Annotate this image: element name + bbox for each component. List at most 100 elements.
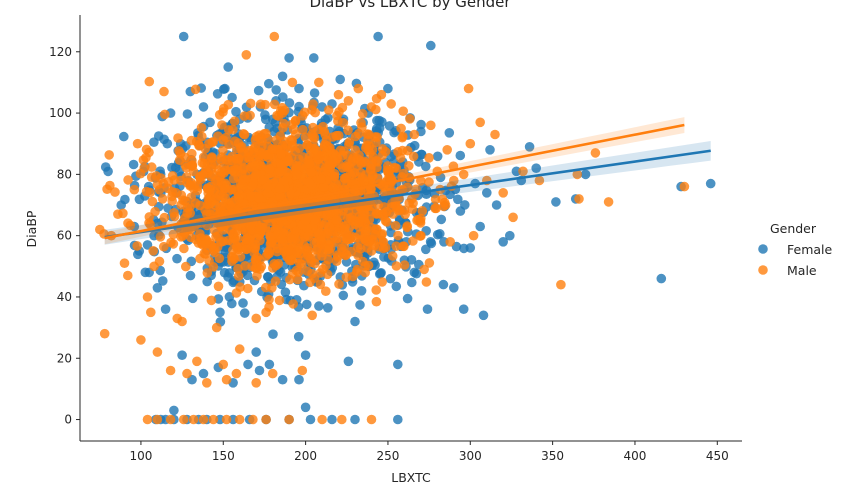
data-point-male (424, 153, 434, 163)
legend-label-male: Male (787, 263, 817, 278)
data-point-male (264, 294, 274, 305)
data-point-female (438, 279, 449, 290)
y-tick-label: 20 (57, 351, 72, 365)
data-point-male (378, 209, 388, 219)
data-point-male (331, 215, 342, 225)
data-point-male (388, 209, 398, 219)
data-point-female (373, 31, 383, 42)
data-point-female (402, 293, 413, 304)
data-point-female (416, 149, 427, 160)
data-point-male (318, 182, 329, 192)
data-point-male (285, 274, 295, 285)
data-point-male (424, 258, 435, 268)
x-tick-label: 100 (129, 449, 152, 463)
data-point-male (156, 173, 166, 183)
data-point-female (498, 237, 509, 247)
data-point-male (463, 83, 474, 94)
data-point-female (264, 78, 274, 89)
data-point-male (251, 378, 261, 388)
data-point-male (165, 414, 176, 425)
data-point-male (307, 105, 317, 115)
data-point-male (366, 414, 377, 425)
data-point-female (284, 53, 294, 63)
data-point-male (149, 261, 159, 272)
data-point-male (142, 414, 153, 425)
data-point-male (391, 163, 402, 173)
data-point-male (376, 89, 387, 100)
series-male (95, 31, 690, 425)
data-point-male (339, 221, 349, 232)
data-point-male (359, 176, 369, 186)
data-point-male (105, 180, 115, 191)
x-axis-title: LBXTC (391, 470, 431, 485)
data-point-male (185, 201, 195, 212)
data-point-male (265, 232, 276, 242)
data-point-male (297, 111, 308, 121)
data-point-female (374, 123, 385, 133)
data-point-male (146, 307, 156, 318)
data-point-male (217, 120, 227, 130)
data-point-female (309, 53, 319, 63)
data-point-male (123, 175, 133, 185)
data-point-male (275, 211, 286, 222)
data-point-male (155, 232, 166, 242)
data-point-male (228, 124, 238, 135)
data-point-male (370, 229, 380, 240)
data-point-male (360, 267, 371, 278)
data-point-male (250, 161, 260, 171)
data-point-male (228, 174, 239, 184)
data-point-female (280, 287, 291, 298)
data-point-female (444, 128, 455, 138)
data-point-male (206, 295, 217, 306)
data-point-female (162, 138, 173, 149)
data-point-male (204, 138, 214, 149)
data-point-male (287, 77, 298, 88)
data-point-male (341, 272, 352, 283)
data-point-male (518, 166, 528, 177)
data-point-male (344, 137, 355, 147)
data-point-female (393, 359, 403, 370)
data-point-male (217, 201, 228, 211)
data-point-male (165, 365, 176, 376)
data-point-male (352, 242, 363, 253)
data-point-male (141, 144, 152, 155)
data-point-female (422, 304, 433, 315)
data-point-male (99, 328, 110, 339)
data-point-male (286, 135, 296, 145)
data-point-male (351, 205, 362, 215)
data-point-female (309, 88, 320, 98)
chart-title: DiaBP vs LBXTC by Gender (309, 0, 511, 11)
data-point-male (302, 140, 313, 150)
data-point-male (574, 194, 584, 204)
data-point-male (324, 160, 334, 170)
data-point-female (119, 131, 129, 142)
data-point-male (104, 150, 114, 160)
data-point-male (238, 129, 249, 139)
data-point-female (251, 347, 261, 357)
y-axis-title: DiaBP (24, 210, 39, 247)
data-point-male (269, 99, 280, 110)
data-point-male (419, 264, 430, 275)
data-point-female (580, 169, 591, 180)
data-point-male (223, 99, 234, 110)
data-point-male (368, 237, 379, 247)
data-point-female (458, 304, 469, 315)
data-point-male (227, 236, 238, 247)
data-point-male (380, 242, 391, 253)
data-point-male (304, 177, 315, 188)
data-point-male (110, 187, 120, 197)
data-point-female (169, 405, 179, 416)
data-point-male (590, 148, 601, 158)
data-point-female (455, 150, 466, 161)
data-point-male (190, 84, 201, 95)
data-point-male (216, 237, 226, 247)
data-point-male (377, 150, 388, 161)
data-point-male (307, 129, 317, 139)
data-point-male (186, 135, 197, 146)
y-tick-label: 0 (64, 413, 72, 427)
data-point-male (377, 277, 388, 287)
data-point-male (195, 253, 205, 264)
data-point-male (241, 244, 252, 255)
data-point-male (275, 167, 285, 177)
